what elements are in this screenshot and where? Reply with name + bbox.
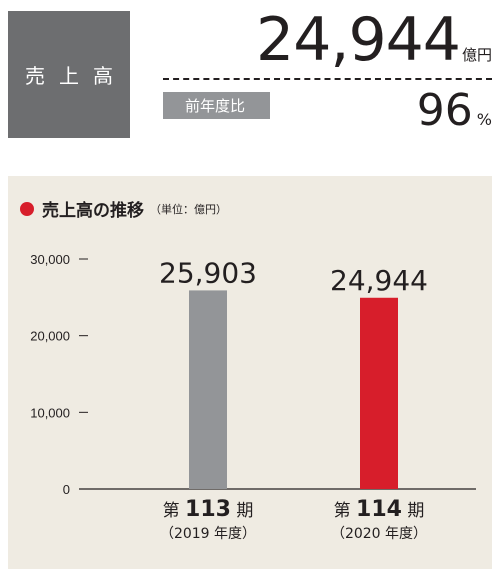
total-sales-value: 24,944	[256, 5, 461, 75]
yoy-ratio-value: 96	[416, 85, 473, 136]
bar	[189, 290, 227, 489]
bar	[360, 297, 398, 489]
dashed-divider	[163, 78, 492, 80]
x-tick-sublabel: （2020 年度）	[331, 526, 427, 542]
chart-title-text: 売上高の推移	[42, 201, 144, 221]
data-label: 24,944	[330, 264, 428, 297]
x-tick-sublabel: （2019 年度）	[160, 526, 256, 542]
chart-panel: 売上高の推移 （単位：億円） 0 10,000 20,000 30,000 25,903…	[8, 176, 492, 569]
yoy-ratio: 96 %	[417, 84, 492, 138]
yoy-ratio-unit: %	[476, 110, 492, 129]
y-tick-label: 30,000	[30, 252, 70, 267]
red-dot-icon	[20, 201, 34, 216]
sales-bar-chart: 0 10,000 20,000 30,000 25,903 第 113 期 （2019 年度…	[30, 252, 476, 542]
y-tick-label: 10,000	[30, 405, 70, 420]
chart-title: 売上高の推移 （単位：億円）	[20, 196, 227, 221]
x-tick-label: 第 114 期	[334, 497, 425, 522]
sales-label: 売上高	[25, 64, 127, 88]
prev-year-badge: 前年度比	[163, 92, 270, 119]
data-label: 25,903	[159, 256, 257, 289]
total-sales-unit: 億円	[461, 46, 492, 64]
chart-unit-note: （単位：億円）	[150, 202, 227, 216]
total-sales: 24,944 億円	[256, 4, 492, 76]
sales-label-box: 売上高	[8, 11, 130, 138]
y-tick-label: 20,000	[30, 329, 70, 344]
y-tick-label: 0	[63, 482, 70, 497]
x-tick-label: 第 113 期	[163, 497, 254, 522]
prev-year-label: 前年度比	[185, 97, 246, 115]
